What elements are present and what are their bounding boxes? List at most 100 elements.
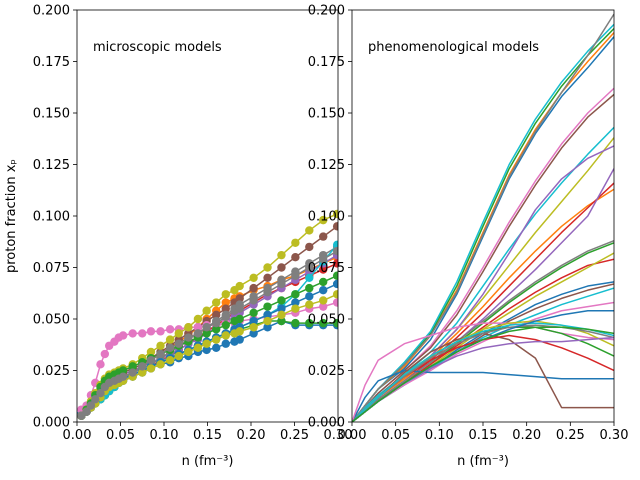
x-tick-label: 0.15 <box>193 428 222 443</box>
series-point <box>291 318 300 328</box>
y-tick-label: 0.200 <box>308 4 345 19</box>
y-tick-label: 0.075 <box>308 261 345 276</box>
x-tick: 0.25 <box>556 422 585 443</box>
series-line-7 <box>352 126 614 422</box>
x-tick-label: 0.05 <box>106 428 135 443</box>
x-tick: 0.15 <box>193 422 222 443</box>
series-point <box>332 246 338 256</box>
y-tick: 0.000 <box>33 416 77 431</box>
x-tick-label: 0.05 <box>381 428 410 443</box>
series-point <box>165 325 175 334</box>
series-point <box>221 298 230 307</box>
series-point <box>82 407 91 416</box>
series-line-6 <box>352 93 614 422</box>
series-point <box>193 329 203 338</box>
series-point <box>184 333 193 342</box>
series-point <box>128 362 137 371</box>
series-point <box>305 318 314 328</box>
y-tick-label: 0.150 <box>33 107 70 122</box>
series-point <box>319 215 328 225</box>
x-tick-label: 0.20 <box>237 428 266 443</box>
series-point <box>100 349 110 359</box>
series-point <box>235 294 244 303</box>
x-tick: 0.05 <box>381 422 410 443</box>
series-point <box>305 292 314 301</box>
series-point <box>138 368 147 377</box>
x-tick: 0.10 <box>425 422 454 443</box>
series-point <box>156 341 165 350</box>
y-tick: 0.025 <box>308 364 352 379</box>
series-point <box>165 343 175 353</box>
series-point <box>118 372 128 381</box>
series-point <box>212 298 221 307</box>
y-tick-label: 0.200 <box>33 4 70 19</box>
x-axis-label: n (fm⁻³) <box>457 454 509 469</box>
series-point <box>263 302 272 311</box>
series-point <box>249 296 258 305</box>
y-tick: 0.025 <box>33 364 77 379</box>
series-point <box>319 277 328 287</box>
series-point <box>212 310 221 320</box>
series-point <box>138 362 147 371</box>
series-point <box>221 339 230 348</box>
x-tick: 0.15 <box>469 422 498 443</box>
series-point <box>146 356 156 365</box>
series-point <box>193 323 203 332</box>
x-tick: 0.05 <box>106 422 135 443</box>
series-point <box>291 253 300 262</box>
series-point <box>156 360 165 369</box>
y-tick: 0.200 <box>33 4 77 19</box>
x-tick: 0.20 <box>237 422 266 443</box>
series-point <box>263 263 272 272</box>
series-point <box>202 323 211 332</box>
series-point <box>249 273 258 282</box>
series-point <box>277 296 286 305</box>
y-tick: 0.125 <box>33 158 77 173</box>
y-tick-label: 0.050 <box>308 313 345 328</box>
y-tick-label: 0.175 <box>308 55 345 70</box>
y-axis-label: proton fraction xₚ <box>4 159 19 273</box>
series-point <box>212 318 221 328</box>
series-point <box>332 279 338 289</box>
y-tick: 0.150 <box>308 107 352 122</box>
series-point <box>319 285 328 295</box>
y-tick: 0.175 <box>33 55 77 70</box>
y-tick-label: 0.175 <box>33 55 70 70</box>
x-tick-label: 0.25 <box>556 428 585 443</box>
series-point <box>193 343 203 353</box>
series-point <box>156 327 165 336</box>
series-point <box>277 250 286 260</box>
series-point <box>202 306 211 315</box>
series-point <box>221 312 230 322</box>
x-tick-label: 0.30 <box>324 428 353 443</box>
x-tick-label: 0.15 <box>469 428 498 443</box>
series-point <box>235 281 244 291</box>
series-point <box>319 232 328 241</box>
plot-area <box>352 10 614 422</box>
series-point <box>221 304 230 313</box>
series-point <box>156 349 165 359</box>
series-point <box>235 327 244 336</box>
series-point <box>277 279 286 289</box>
series-point <box>221 331 230 340</box>
series-line-4 <box>352 13 614 422</box>
microscopic-models-panel: 0.00 0.05 0.10 0.15 0.20 0.25 0.300.0000.0250.… <box>4 4 352 470</box>
series-group <box>352 13 614 422</box>
y-tick-label: 0.100 <box>308 210 345 225</box>
y-tick: 0.200 <box>308 4 352 19</box>
series-point <box>319 255 328 264</box>
series-point <box>235 335 244 344</box>
series-point <box>319 318 328 328</box>
series-point <box>305 242 314 252</box>
y-tick-label: 0.150 <box>308 107 345 122</box>
y-tick-label: 0.100 <box>33 210 70 225</box>
y-tick-label: 0.000 <box>33 416 70 431</box>
series-point <box>291 290 300 299</box>
series-point <box>118 331 128 340</box>
series-point <box>332 298 338 307</box>
y-tick: 0.125 <box>308 158 352 173</box>
series-line-22 <box>352 322 614 422</box>
y-tick: 0.075 <box>33 261 77 276</box>
y-tick: 0.075 <box>308 261 352 276</box>
x-tick-label: 0.25 <box>280 428 309 443</box>
